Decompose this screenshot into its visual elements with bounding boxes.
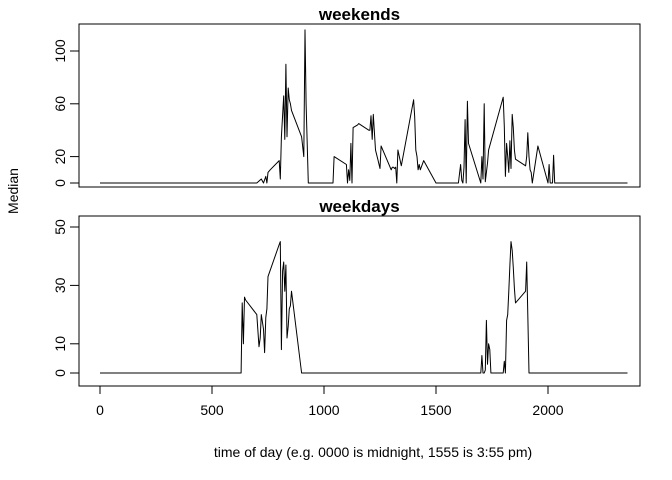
x-axis: 0 500 1000 1500 2000 [96, 385, 564, 418]
weekdays-y-tick-label: 50 [52, 219, 68, 235]
x-tick-label: 0 [96, 402, 104, 418]
weekends-y-tick-label: 20 [52, 149, 68, 165]
weekends-panel: weekends 0 20 60 100 [52, 5, 641, 188]
weekdays-frame [78, 215, 641, 387]
x-tick-label: 500 [200, 402, 224, 418]
weekends-frame [78, 23, 641, 188]
weekends-y-tick-label: 60 [52, 96, 68, 112]
x-tick-label: 2000 [532, 402, 563, 418]
weekends-y-tick-label: 0 [52, 179, 68, 187]
x-tick-label: 1500 [420, 402, 451, 418]
weekdays-y-tick-label: 30 [52, 277, 68, 293]
weekdays-title: weekdays [318, 197, 399, 216]
weekdays-y-tick-label: 0 [52, 369, 68, 377]
x-tick-label: 1000 [308, 402, 339, 418]
weekends-title: weekends [318, 5, 400, 24]
weekdays-panel: weekdays 0 10 30 50 [52, 197, 641, 387]
y-axis-title: Median [5, 168, 21, 214]
weekdays-series-line [100, 241, 628, 374]
weekends-series-line [100, 29, 628, 184]
weekends-y-tick-label: 100 [52, 39, 68, 63]
weekdays-y-tick-label: 10 [52, 336, 68, 352]
x-axis-title: time of day (e.g. 0000 is midnight, 1555… [214, 444, 532, 460]
